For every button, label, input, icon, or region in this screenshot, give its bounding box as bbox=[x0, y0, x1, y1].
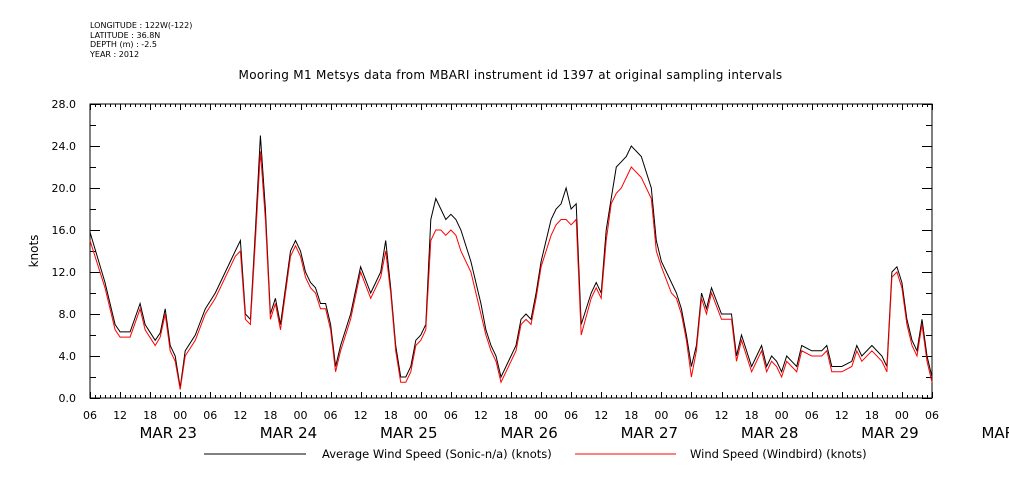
x-tick-label: 00 bbox=[895, 409, 909, 422]
y-tick-label: 8.0 bbox=[59, 308, 77, 321]
plot-frame bbox=[89, 103, 933, 399]
x-tick-label: 06 bbox=[805, 409, 819, 422]
series-line-2 bbox=[89, 151, 933, 390]
x-date-label: MAR 23 bbox=[139, 424, 196, 442]
x-tick-label: 12 bbox=[354, 409, 368, 422]
x-tick-label: 00 bbox=[775, 409, 789, 422]
x-tick-label: 06 bbox=[684, 409, 698, 422]
meta-year: YEAR : 2012 bbox=[90, 49, 140, 59]
x-date-label: MAR 26 bbox=[500, 424, 557, 442]
x-tick-label: 12 bbox=[113, 409, 127, 422]
x-tick-label: 12 bbox=[233, 409, 247, 422]
legend-label-2: Wind Speed (Windbird) (knots) bbox=[690, 447, 867, 461]
x-tick-label: 18 bbox=[143, 409, 157, 422]
x-tick-label: 00 bbox=[294, 409, 308, 422]
x-tick-label: 12 bbox=[715, 409, 729, 422]
x-date-label: MAR 24 bbox=[260, 424, 317, 442]
x-tick-label: 06 bbox=[203, 409, 217, 422]
x-tick-label: 06 bbox=[444, 409, 458, 422]
chart-title: Mooring M1 Metsys data from MBARI instru… bbox=[238, 68, 783, 82]
metadata-block: LONGITUDE : 122W(-122) LATITUDE : 36.8N … bbox=[90, 21, 192, 59]
x-tick-label: 18 bbox=[263, 409, 277, 422]
x-tick-label: 00 bbox=[173, 409, 187, 422]
x-tick-label: 00 bbox=[534, 409, 548, 422]
y-tick-label: 24.0 bbox=[52, 140, 77, 153]
y-tick-label: 0.0 bbox=[59, 392, 77, 405]
x-tick-label: 06 bbox=[83, 409, 97, 422]
x-tick-label: 00 bbox=[414, 409, 428, 422]
x-date-label: MAR 28 bbox=[741, 424, 798, 442]
meta-latitude: LATITUDE : 36.8N bbox=[90, 30, 161, 40]
x-date-label: MAR 29 bbox=[861, 424, 918, 442]
x-tick-label: 06 bbox=[925, 409, 939, 422]
meta-depth: DEPTH (m) : -2.5 bbox=[90, 40, 157, 49]
y-tick-label: 4.0 bbox=[59, 350, 77, 363]
x-date-label: MAR 25 bbox=[380, 424, 437, 442]
axes-layer: 06 12 18 00 06 12 18 00 06 12 18 00 06 12 18 00 06 12 18 00… bbox=[27, 98, 1009, 442]
x-tick-label: 18 bbox=[624, 409, 638, 422]
x-date-label: MAR 30 bbox=[981, 424, 1009, 442]
x-tick-label: 18 bbox=[384, 409, 398, 422]
x-tick-label: 18 bbox=[504, 409, 518, 422]
series-line-1 bbox=[89, 135, 933, 388]
x-tick-label: 06 bbox=[324, 409, 338, 422]
y-tick-label: 12.0 bbox=[52, 266, 77, 279]
series-layer bbox=[89, 135, 933, 390]
y-axis-label: knots bbox=[27, 235, 41, 268]
x-tick-label: 18 bbox=[865, 409, 879, 422]
legend-label-1: Average Wind Speed (Sonic-n/a) (knots) bbox=[322, 447, 552, 461]
x-tick-label: 06 bbox=[564, 409, 578, 422]
x-date-label: MAR 27 bbox=[621, 424, 678, 442]
y-tick-label: 20.0 bbox=[52, 182, 77, 195]
x-tick-label: 18 bbox=[745, 409, 759, 422]
meta-longitude: LONGITUDE : 122W(-122) bbox=[90, 21, 193, 30]
x-tick-label: 00 bbox=[654, 409, 668, 422]
x-tick-label: 12 bbox=[474, 409, 488, 422]
x-tick-label: 12 bbox=[835, 409, 849, 422]
legend: Average Wind Speed (Sonic-n/a) (knots) Wi… bbox=[204, 447, 867, 461]
y-tick-label: 28.0 bbox=[52, 98, 77, 111]
x-tick-label: 12 bbox=[594, 409, 608, 422]
y-tick-label: 16.0 bbox=[52, 224, 77, 237]
